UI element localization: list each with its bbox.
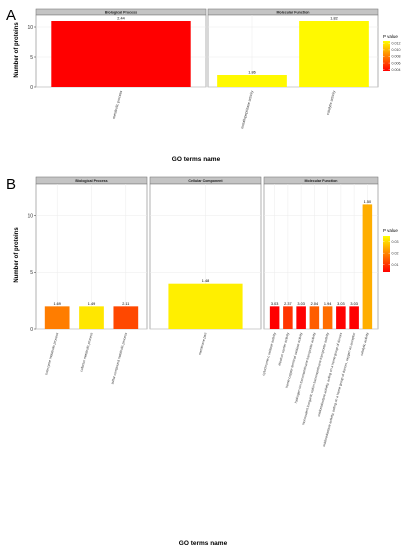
legend-tick-label: 0.03: [392, 240, 399, 244]
bar-oxidoreductase-activity-acting-on-a-heme-group-of-donors: [336, 306, 346, 329]
y-tick-label: 5: [30, 55, 33, 61]
x-tick-label: electron carrier activity: [277, 332, 290, 366]
panel-a-plot: Biological Process 2.44 metabolic process 0…: [27, 8, 379, 129]
bar-sulfur-compound-metabolic-process: [113, 306, 139, 329]
y-tick-label: 10: [27, 214, 33, 220]
bar-coenzyme-metabolic-process: [44, 306, 70, 329]
x-tick-label: catalytic activity: [326, 90, 336, 115]
x-tick-label: membrane part: [198, 332, 208, 355]
y-tick-label: 5: [30, 270, 33, 276]
bar-data-label: 2.04: [311, 302, 318, 306]
y-tick-label: 0: [30, 327, 33, 333]
legend-tick-label: 0.006: [392, 61, 401, 65]
bar-data-label: 1.86: [248, 71, 255, 75]
x-tick-label: coenzyme metabolic process: [44, 332, 59, 376]
bar-metabolic-process: [51, 21, 191, 87]
bar-heme-copper-terminal-oxidase-activity: [296, 306, 306, 329]
panel-b-letter: B: [6, 176, 16, 193]
bar-catalytic-activity: [299, 21, 369, 87]
bar-membrane-part: [168, 283, 243, 329]
bar-data-label: 3.03: [271, 302, 278, 306]
legend-tick-label: 0.01: [392, 263, 399, 267]
facet-strip-label: Molecular Function: [305, 179, 338, 183]
bar-cytochrome-c-oxidase-activity: [269, 306, 280, 329]
x-tick-label: monovalent inorganic cation transmembran…: [301, 332, 330, 426]
legend-colorbar: [383, 236, 390, 272]
panel-a-x-axis-title: GO terms name: [172, 156, 221, 163]
bar-data-label: 3.03: [337, 302, 344, 306]
panel-a-legend: P value 0.012 0.010 0.008 0.006 0.004: [383, 34, 401, 72]
bar-data-label: 2.37: [284, 302, 291, 306]
legend-tick-label: 0.008: [392, 55, 401, 59]
x-tick-label: catalytic activity: [360, 332, 370, 356]
panel-b-y-axis-title: Number of proteins: [14, 227, 20, 283]
bar-oxidoreductase-activity-acting-on-a-heme-group-of-donors-oxygen-as-acceptor: [349, 306, 359, 329]
legend-tick-label: 0.010: [392, 48, 401, 52]
legend-tick-label: 0.012: [392, 42, 401, 46]
facet-strip-label: Cellular Component: [188, 179, 223, 183]
legend-colorbar: [383, 41, 390, 71]
panel-b-x-axis-title: GO terms name: [179, 540, 228, 547]
x-tick-label: cytochrome-c oxidase activity: [261, 332, 276, 376]
facet-panel: [263, 183, 379, 330]
bar-data-label: 1.94: [324, 302, 331, 306]
panel-a-letter: A: [6, 7, 16, 24]
y-tick-label: 0: [30, 85, 33, 91]
bar-catalytic-activity: [362, 204, 373, 329]
x-tick-label: oxidoreductase activity, acting on a hem…: [317, 332, 343, 417]
facet-strip-label: Biological Process: [75, 179, 107, 183]
legend-tick-label: 0.004: [392, 68, 401, 72]
y-tick-label: 10: [27, 25, 33, 31]
panel-a-legend-title: P value: [383, 34, 398, 39]
bar-hydrogen-ion-transmembrane-transporter-activity: [309, 306, 320, 329]
bar-metallopeptidase-activity: [217, 75, 287, 87]
panel-b-plot: Biological Process 1.69 coenzyme metabolic…: [27, 176, 379, 447]
x-tick-label: cofactor metabolic process: [79, 332, 93, 372]
panel-a-y-axis-title: Number of proteins: [14, 22, 20, 78]
panel-b-legend-title: P value: [383, 228, 398, 233]
x-tick-label: metallopeptidase activity: [240, 90, 254, 129]
bar-data-label: 1.49: [88, 302, 95, 306]
bar-data-label: 2.44: [117, 17, 124, 21]
bar-electron-carrier-activity: [283, 306, 293, 329]
bar-data-label: 2.11: [122, 302, 129, 306]
panel-b-legend: P value 0.03 0.02 0.01: [383, 228, 399, 272]
bar-monovalent-inorganic-cation-transmembrane-transporter-activity: [322, 306, 333, 329]
facet-strip-label: Molecular Function: [277, 10, 310, 14]
x-tick-label: metabolic process: [112, 90, 123, 119]
bar-data-label: 1.48: [202, 279, 209, 283]
bar-cofactor-metabolic-process: [79, 306, 104, 329]
bar-data-label: 1.82: [330, 17, 337, 21]
bar-data-label: 1.69: [53, 302, 60, 306]
legend-tick-label: 0.02: [392, 251, 399, 255]
x-tick-label: sulfur compound metabolic process: [110, 332, 128, 385]
bar-data-label: 1.50: [364, 200, 371, 204]
facet-strip-label: Biological Process: [105, 10, 137, 14]
bar-data-label: 3.03: [350, 302, 357, 306]
bar-data-label: 3.03: [297, 302, 304, 306]
